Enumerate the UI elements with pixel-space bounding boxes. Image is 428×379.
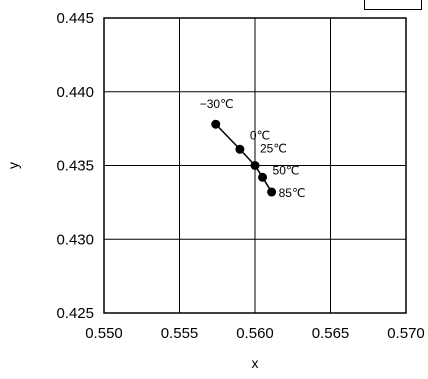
x-axis-ticks: 0.550 0.555 0.560 0.565 0.570 [85,325,425,342]
y-axis-title: y [5,162,21,169]
series [211,119,277,197]
plot-frame [103,17,407,314]
point-label: 0℃ [250,128,270,142]
y-tick-label: 0.430 [56,231,94,248]
point-label: 25℃ [260,142,287,156]
data-point [267,187,277,197]
x-tick-label: 0.570 [387,325,425,342]
corner-box [364,0,422,10]
y-tick-label: 0.425 [56,305,94,322]
x-tick-label: 0.560 [236,325,274,342]
x-axis-title: x [252,355,259,371]
data-point [258,172,268,182]
x-tick-label: 0.555 [161,325,199,342]
point-label: 85℃ [279,186,306,200]
x-tick-label: 0.550 [85,325,123,342]
data-point [235,144,245,154]
y-tick-label: 0.440 [56,84,94,101]
data-point [211,119,221,129]
point-labels: −30℃ 0℃25℃ 50℃ 85℃ [200,97,306,200]
point-label: 50℃ [273,163,300,177]
y-axis-ticks: 0.425 0.430 0.435 0.440 0.445 [56,10,94,322]
y-tick-label: 0.445 [56,10,94,27]
point-label: −30℃ [200,97,234,111]
y-tick-label: 0.435 [56,158,94,175]
data-point [250,161,260,170]
x-tick-label: 0.565 [312,325,350,342]
